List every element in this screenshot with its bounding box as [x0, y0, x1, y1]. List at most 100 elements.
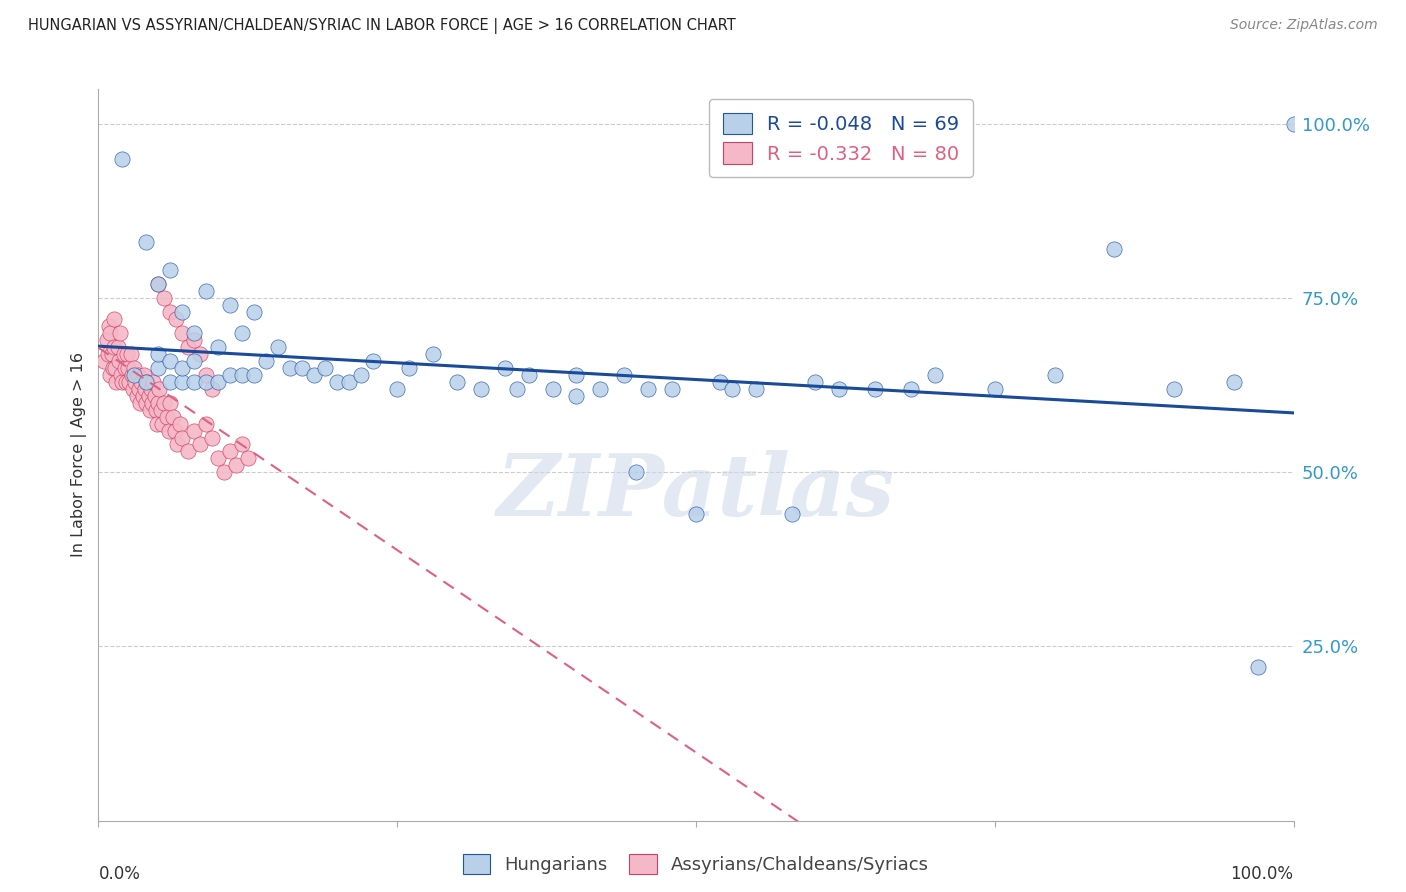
Point	[159, 395, 181, 409]
Point	[139, 402, 162, 417]
Point	[135, 395, 157, 409]
Point	[125, 389, 148, 403]
Point	[100, 347, 122, 361]
Point	[98, 319, 121, 334]
Point	[131, 375, 153, 389]
Point	[129, 395, 152, 409]
Point	[685, 507, 707, 521]
Point	[1246, 660, 1268, 674]
Point	[157, 424, 180, 438]
Point	[302, 368, 325, 382]
Point	[494, 360, 516, 375]
Point	[149, 402, 172, 417]
Point	[446, 375, 468, 389]
Point	[146, 417, 169, 431]
Point	[96, 333, 118, 347]
Text: 100.0%: 100.0%	[1230, 864, 1294, 882]
Point	[254, 354, 277, 368]
Point	[163, 424, 186, 438]
Point	[118, 375, 141, 389]
Point	[207, 340, 229, 354]
Point	[565, 368, 588, 382]
Point	[159, 305, 181, 319]
Point	[828, 382, 851, 396]
Point	[1163, 382, 1185, 396]
Point	[243, 368, 266, 382]
Point	[804, 375, 827, 389]
Point	[107, 340, 129, 354]
Point	[148, 277, 170, 292]
Legend: Hungarians, Assyrians/Chaldeans/Syriacs: Hungarians, Assyrians/Chaldeans/Syriacs	[453, 843, 939, 885]
Point	[506, 382, 529, 396]
Point	[127, 368, 149, 382]
Point	[110, 368, 132, 382]
Point	[1043, 368, 1066, 382]
Point	[98, 368, 122, 382]
Point	[145, 402, 167, 417]
Point	[291, 360, 314, 375]
Point	[122, 382, 145, 396]
Point	[188, 437, 211, 451]
Y-axis label: In Labor Force | Age > 16: In Labor Force | Age > 16	[72, 352, 87, 558]
Point	[900, 382, 922, 396]
Point	[613, 368, 636, 382]
Point	[1102, 243, 1125, 257]
Point	[148, 347, 170, 361]
Point	[243, 305, 266, 319]
Point	[98, 326, 122, 340]
Point	[159, 375, 181, 389]
Point	[166, 437, 188, 451]
Point	[231, 326, 253, 340]
Point	[162, 409, 184, 424]
Point	[93, 354, 115, 368]
Point	[135, 375, 157, 389]
Point	[143, 389, 166, 403]
Point	[121, 368, 143, 382]
Point	[194, 375, 218, 389]
Point	[103, 312, 125, 326]
Point	[104, 360, 127, 375]
Point	[136, 375, 159, 389]
Point	[1222, 375, 1246, 389]
Point	[132, 368, 155, 382]
Point	[97, 347, 120, 361]
Point	[150, 417, 173, 431]
Point	[134, 382, 156, 396]
Point	[108, 326, 131, 340]
Point	[188, 347, 211, 361]
Point	[112, 347, 135, 361]
Point	[148, 395, 170, 409]
Point	[863, 382, 887, 396]
Point	[111, 375, 134, 389]
Point	[422, 347, 444, 361]
Point	[398, 360, 420, 375]
Point	[350, 368, 373, 382]
Point	[278, 360, 301, 375]
Point	[124, 360, 146, 375]
Point	[124, 375, 146, 389]
Point	[207, 451, 229, 466]
Point	[131, 389, 153, 403]
Point	[117, 360, 139, 375]
Point	[326, 375, 349, 389]
Point	[183, 326, 205, 340]
Point	[115, 375, 138, 389]
Point	[626, 466, 648, 480]
Point	[177, 444, 200, 458]
Point	[709, 375, 731, 389]
Point	[339, 375, 360, 389]
Point	[142, 375, 165, 389]
Point	[124, 368, 146, 382]
Point	[565, 389, 588, 403]
Point	[148, 382, 170, 396]
Point	[517, 368, 540, 382]
Point	[159, 263, 181, 277]
Point	[148, 360, 170, 375]
Point	[201, 430, 224, 444]
Point	[1282, 117, 1305, 131]
Point	[111, 152, 134, 166]
Point	[201, 382, 224, 396]
Point	[172, 305, 194, 319]
Point	[212, 466, 235, 480]
Point	[470, 382, 492, 396]
